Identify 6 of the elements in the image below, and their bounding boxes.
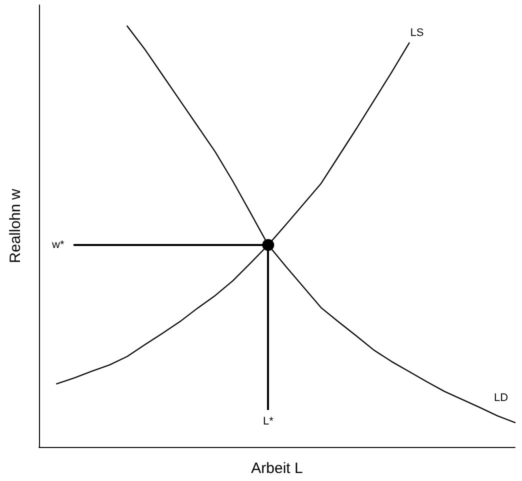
- y-axis-title: Reallohn w: [7, 188, 24, 264]
- series-label: w*: [51, 238, 65, 251]
- annotation: L*: [262, 416, 274, 428]
- series-label: LS: [410, 26, 424, 39]
- series-label: LD: [494, 392, 508, 404]
- x-axis-title: Arbeit L: [251, 460, 303, 477]
